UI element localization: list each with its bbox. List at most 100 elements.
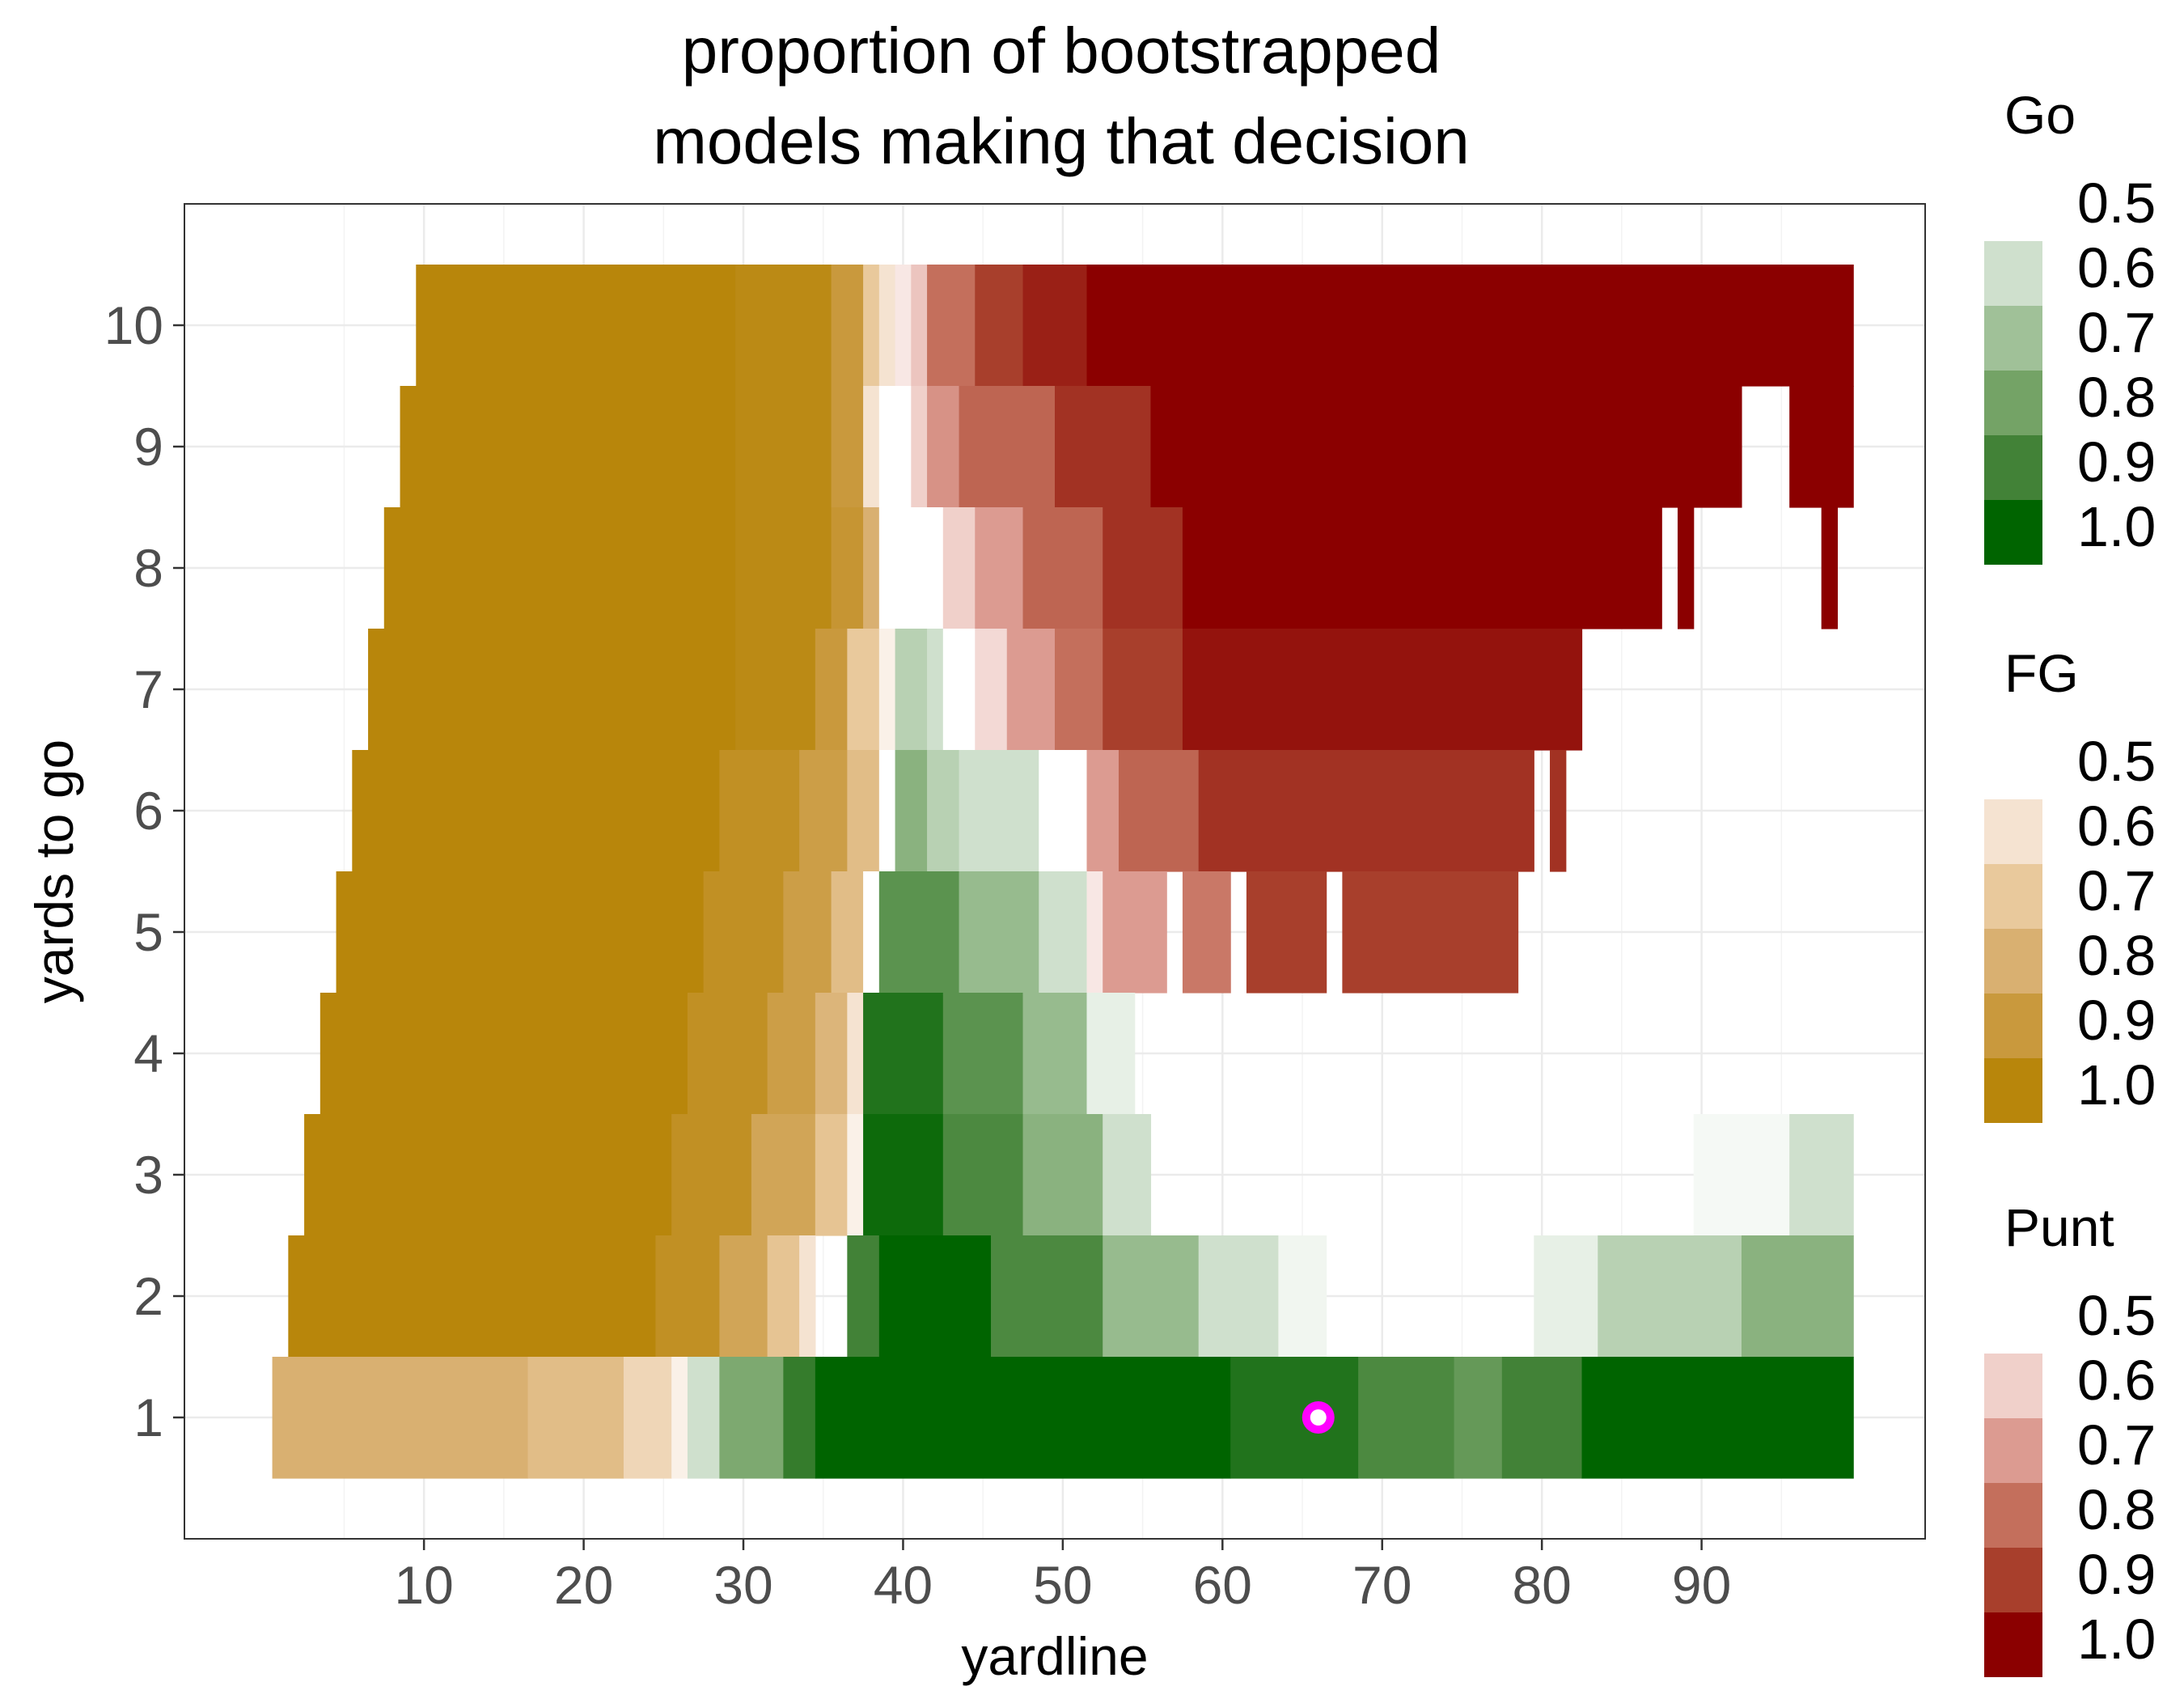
heatmap-cell-fg xyxy=(336,871,705,994)
heatmap-cell-fg xyxy=(815,1114,848,1236)
heatmap-cell-punt xyxy=(1150,386,1742,508)
heatmap-cell-fg xyxy=(815,629,848,751)
legend-title: Punt xyxy=(2004,1197,2114,1257)
highlight-point-center xyxy=(1310,1409,1327,1426)
heatmap-cell-fg xyxy=(863,265,880,387)
heatmap-cell-go xyxy=(1086,993,1136,1115)
heatmap-cell-fg xyxy=(831,386,864,508)
heatmap-cell-go xyxy=(863,871,880,994)
heatmap-cell-punt xyxy=(1118,750,1200,872)
highlight-marker xyxy=(1302,1401,1335,1434)
y-tick-label: 5 xyxy=(133,902,163,962)
heatmap-cell-punt xyxy=(959,386,1056,508)
legend-label: 0.5 xyxy=(2077,1284,2156,1347)
legend-key xyxy=(1984,435,2042,500)
heatmap-cell-fg xyxy=(735,629,816,751)
heatmap-cell-fg xyxy=(863,386,880,508)
legend-key xyxy=(1984,1548,2042,1612)
legend-label: 0.9 xyxy=(2077,1543,2156,1606)
heatmap-cell-fg xyxy=(703,871,784,994)
heatmap-cell-fg xyxy=(687,993,768,1115)
heatmap-cell-go xyxy=(1039,750,1088,872)
x-tick-label: 70 xyxy=(1352,1555,1412,1615)
heatmap-cell-fg xyxy=(352,750,720,872)
y-tick-label: 4 xyxy=(133,1023,163,1083)
heatmap-cell-punt xyxy=(1821,507,1839,629)
legend-key xyxy=(1984,241,2042,306)
heatmap-cell-punt xyxy=(1550,750,1567,872)
y-tick-label: 1 xyxy=(133,1388,163,1447)
heatmap-cell-go xyxy=(959,871,1039,994)
x-tick-label: 20 xyxy=(554,1555,613,1615)
legend-label: 0.7 xyxy=(2077,1413,2156,1477)
heatmap-cell-punt xyxy=(1182,871,1231,994)
plot-border xyxy=(184,203,1926,1540)
heatmap-cell-fg xyxy=(719,1235,768,1358)
heatmap-cell-fg xyxy=(863,507,880,629)
legend-label: 0.8 xyxy=(2077,1478,2156,1541)
heatmap-cells xyxy=(272,265,1854,1479)
heatmap-cell-fg xyxy=(767,1235,800,1358)
heatmap-cell-go xyxy=(927,629,944,751)
heatmap-cell-fg xyxy=(799,1235,816,1358)
y-tick-label: 2 xyxy=(133,1266,163,1326)
heatmap-cell-fg xyxy=(288,1235,657,1358)
heatmap-cell-fg xyxy=(320,993,688,1115)
legend-key xyxy=(1984,929,2042,994)
heatmap-cell-fg xyxy=(847,993,864,1115)
legend-label: 0.9 xyxy=(2077,989,2156,1052)
heatmap-cell-go xyxy=(1693,1114,1790,1236)
legend-label: 1.0 xyxy=(2077,495,2156,558)
heatmap-cell-punt xyxy=(1103,629,1183,751)
heatmap-cell-go xyxy=(815,1357,1231,1479)
legend-label: 0.7 xyxy=(2077,301,2156,364)
heatmap-cell-punt xyxy=(1055,386,1152,508)
heatmap-cell-fg xyxy=(671,1357,688,1479)
legends: Go0.50.60.70.80.91.0FG0.50.60.70.80.91.0… xyxy=(1984,85,2156,1677)
heatmap-cell-fg xyxy=(400,386,736,508)
heatmap-cell-fg xyxy=(383,507,736,629)
y-tick-label: 10 xyxy=(104,295,163,355)
heatmap-cell-go xyxy=(1039,871,1088,994)
heatmap-cell-fg xyxy=(304,1114,672,1236)
heatmap-cell-fg xyxy=(735,386,832,508)
heatmap-cell-go xyxy=(942,993,1024,1115)
heatmap-cell-go xyxy=(878,750,896,872)
heatmap-cell-fg xyxy=(767,993,816,1115)
legend-key xyxy=(1984,1354,2042,1418)
chart-title-line-2: models making that decision xyxy=(653,105,1469,177)
y-tick-label: 8 xyxy=(133,538,163,598)
heatmap-cell-punt xyxy=(1006,629,1056,751)
heatmap-cell-go xyxy=(1022,1114,1103,1236)
heatmap-cell-fg xyxy=(815,993,848,1115)
legend-fg: FG 0.50.60.70.80.91.0 xyxy=(1984,643,2156,1123)
y-axis-title: yards to go xyxy=(24,739,84,1004)
heatmap-cell-fg xyxy=(719,750,800,872)
heatmap-cell-fg xyxy=(751,1114,816,1236)
legend-label: 0.8 xyxy=(2077,366,2156,429)
heatmap-cell-fg xyxy=(368,629,736,751)
legend-punt: Punt 0.50.60.70.80.91.0 xyxy=(1984,1197,2156,1677)
heatmap-cell-fg xyxy=(735,507,832,629)
heatmap-cell-punt xyxy=(1086,750,1120,872)
legend-label: 0.6 xyxy=(2077,236,2156,299)
x-axis-title: yardline xyxy=(961,1626,1148,1686)
heatmap-cell-fg xyxy=(831,507,864,629)
legend-key xyxy=(1984,799,2042,864)
heatmap-cell-punt xyxy=(927,265,976,387)
heatmap-cell-go xyxy=(719,1357,784,1479)
heatmap-cell-punt xyxy=(1103,871,1167,994)
x-tick-label: 80 xyxy=(1512,1555,1571,1615)
heatmap-cell-go xyxy=(1103,1114,1152,1236)
heatmap-cell-fg xyxy=(735,265,832,387)
x-tick-label: 50 xyxy=(1033,1555,1092,1615)
heatmap-cell-punt xyxy=(1182,629,1583,751)
legend-title: FG xyxy=(2004,643,2079,703)
heatmap-cell-go xyxy=(863,993,944,1115)
heatmap-cell-go xyxy=(1741,1235,1854,1358)
heatmap-cell-go xyxy=(847,1235,880,1358)
heatmap-cell-fg xyxy=(783,871,832,994)
heatmap-cell-go xyxy=(878,1235,992,1358)
heatmap-cell-fg xyxy=(847,750,880,872)
heatmap-cell-go xyxy=(1103,1235,1200,1358)
